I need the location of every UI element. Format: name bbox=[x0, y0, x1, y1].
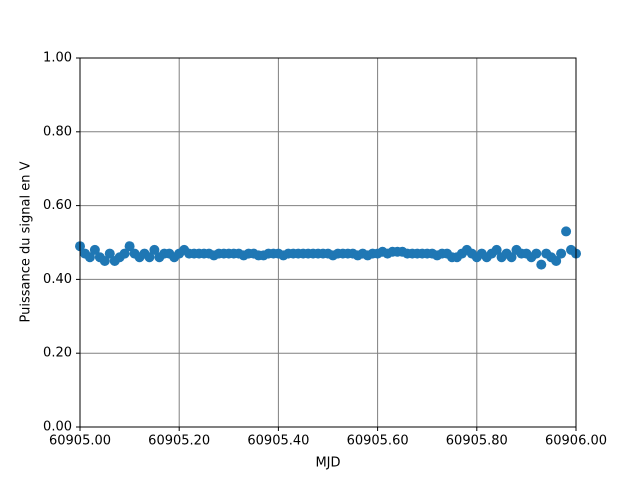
x-tick-label: 60906.00 bbox=[545, 434, 607, 449]
point bbox=[124, 241, 135, 252]
point bbox=[536, 259, 547, 270]
y-tick-label: 0.60 bbox=[43, 198, 72, 213]
point bbox=[99, 255, 110, 266]
plot-frame bbox=[79, 57, 577, 428]
point bbox=[551, 255, 562, 266]
x-tick-label: 60905.00 bbox=[49, 434, 111, 449]
point bbox=[506, 252, 517, 263]
y-axis-label: Puissance du signal en V bbox=[19, 161, 34, 322]
y-tick-label: 0.80 bbox=[43, 124, 72, 139]
x-axis-label: MJD bbox=[315, 456, 340, 471]
x-tick-label: 60905.40 bbox=[247, 434, 309, 449]
x-tick-label: 60905.80 bbox=[446, 434, 508, 449]
x-tick-label: 60905.60 bbox=[347, 434, 409, 449]
y-tick-label: 0.40 bbox=[43, 272, 72, 287]
point bbox=[84, 252, 95, 263]
point bbox=[119, 248, 130, 259]
y-tick-label: 0.00 bbox=[43, 420, 72, 435]
point bbox=[144, 252, 155, 263]
point bbox=[149, 244, 160, 255]
point bbox=[491, 244, 502, 255]
point bbox=[556, 248, 567, 259]
point bbox=[104, 248, 115, 259]
point bbox=[531, 248, 542, 259]
point bbox=[89, 244, 100, 255]
y-tick-label: 1.00 bbox=[43, 51, 72, 66]
point bbox=[561, 226, 572, 237]
x-tick-label: 60905.20 bbox=[148, 434, 210, 449]
y-tick-label: 0.20 bbox=[43, 346, 72, 361]
